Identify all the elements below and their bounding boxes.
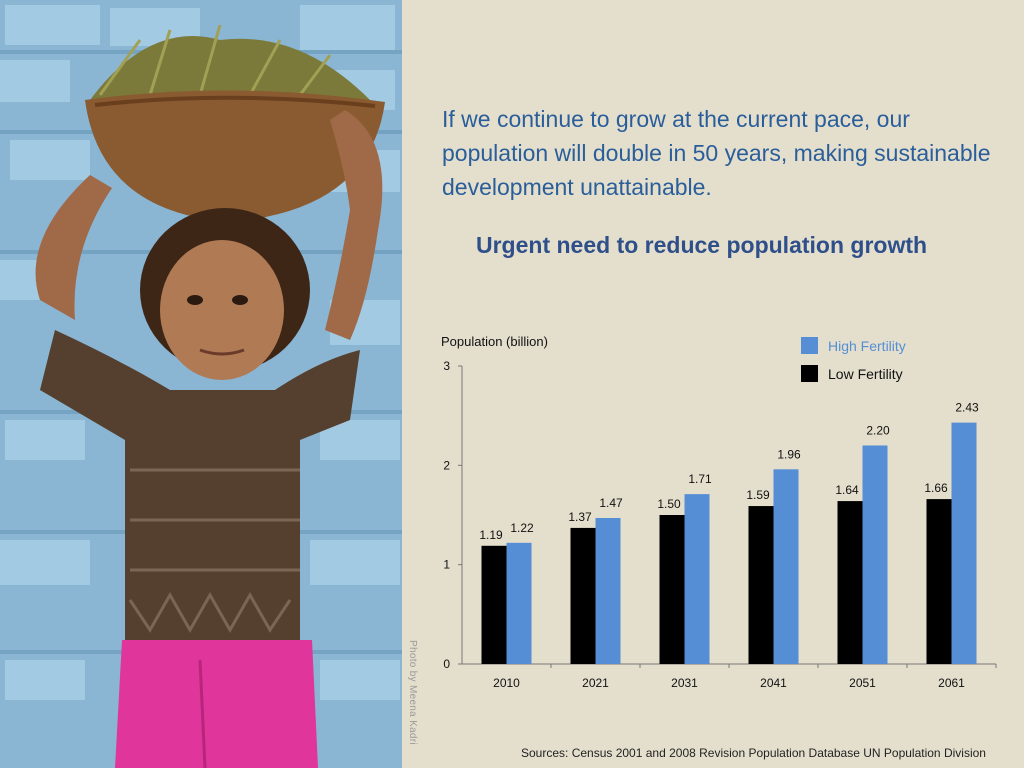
bar-value-label-high: 1.71 <box>688 472 712 486</box>
legend: High Fertility Low Fertility <box>801 337 906 382</box>
bar-value-label-low: 1.37 <box>568 510 592 524</box>
chart-plot-area: 0 1 2 3 1.19 1.22 2010 1.37 1.47 2021 1.50 1.71 2031… <box>443 359 997 690</box>
bar-value-label-high: 1.47 <box>599 496 623 510</box>
subheadline: Urgent need to reduce population growth <box>476 232 928 258</box>
legend-swatch-low-fertility <box>801 365 818 382</box>
bar-value-label-low: 1.59 <box>746 488 770 502</box>
bar-value-label-high: 1.22 <box>510 521 534 535</box>
y-tick-label: 0 <box>443 657 450 671</box>
legend-swatch-high-fertility <box>801 337 818 354</box>
sources-footnote: Sources: Census 2001 and 2008 Revision P… <box>521 746 986 760</box>
x-tick-label: 2041 <box>760 676 787 690</box>
x-tick-label: 2061 <box>938 676 965 690</box>
bar-value-label-high: 2.20 <box>866 423 890 437</box>
bar-value-label-low: 1.64 <box>835 483 859 497</box>
girl-carrying-basket-image <box>0 0 402 768</box>
girl-photo <box>0 0 402 768</box>
x-tick-label: 2021 <box>582 676 609 690</box>
legend-label-low-fertility: Low Fertility <box>828 366 903 382</box>
bar-low-fertility <box>570 527 596 664</box>
legend-label-high-fertility: High Fertility <box>828 338 906 354</box>
bar-value-label-low: 1.50 <box>657 497 681 511</box>
bar-high-fertility <box>862 445 888 664</box>
bar-value-label-low: 1.19 <box>479 528 503 542</box>
x-tick-label: 2031 <box>671 676 698 690</box>
bar-value-label-high: 2.43 <box>955 401 979 415</box>
bar-high-fertility <box>773 469 799 664</box>
bar-high-fertility <box>506 542 532 664</box>
bar-low-fertility <box>481 545 507 664</box>
bar-high-fertility <box>595 517 621 664</box>
bar-value-label-high: 1.96 <box>777 447 801 461</box>
bar-low-fertility <box>659 515 685 664</box>
bar-low-fertility <box>748 506 774 664</box>
x-tick-label: 2010 <box>493 676 520 690</box>
bar-high-fertility <box>684 494 710 664</box>
population-bar-chart: Population (billion) 0 1 2 3 1.19 1.22 2010 1.3… <box>441 334 997 690</box>
bar-high-fertility <box>951 422 977 664</box>
bar-low-fertility <box>837 501 863 664</box>
bar-low-fertility <box>926 499 952 664</box>
photo-credit: Photo by Meena Kadri <box>407 640 418 745</box>
y-axis-label: Population (billion) <box>441 334 548 349</box>
x-tick-label: 2051 <box>849 676 876 690</box>
y-tick-label: 1 <box>443 558 450 572</box>
headline: If we continue to grow at the current pa… <box>442 106 991 200</box>
y-tick-label: 2 <box>443 458 450 472</box>
y-tick-label: 3 <box>443 359 450 373</box>
bar-value-label-low: 1.66 <box>924 481 948 495</box>
